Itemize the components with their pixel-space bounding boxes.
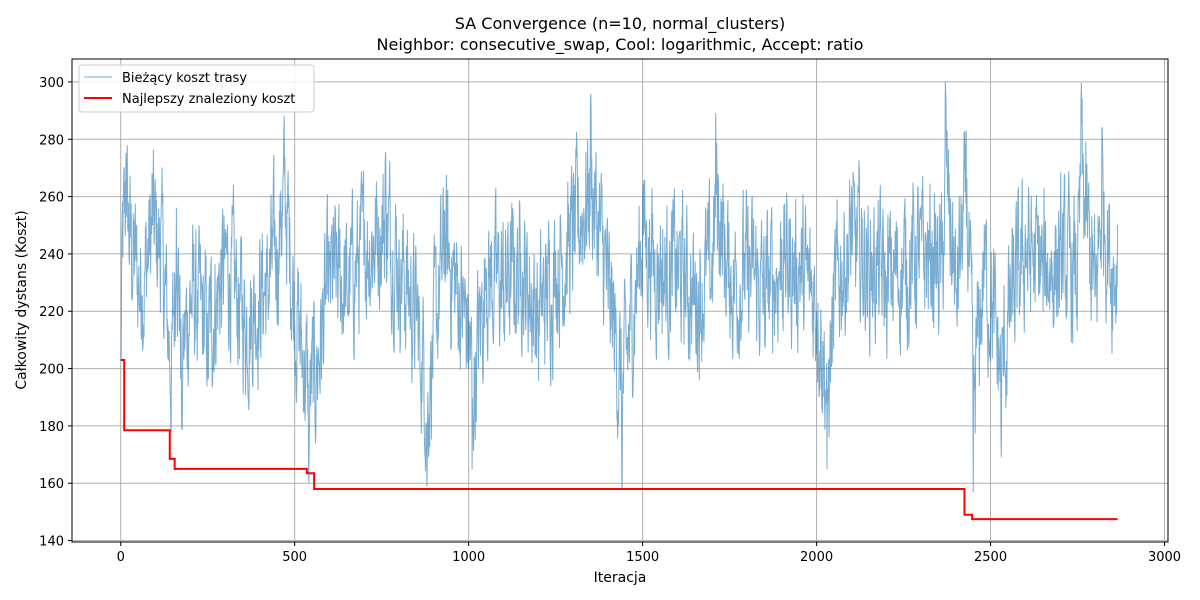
legend: Bieżący koszt trasy Najlepszy znaleziony… (78, 64, 315, 113)
x-tick-label: 2500 (974, 550, 1007, 565)
y-tick-label: 280 (39, 133, 64, 148)
x-tick-label: 0 (117, 550, 125, 565)
legend-label-best: Najlepszy znaleziony koszt (122, 92, 295, 107)
series-current-cost (120, 81, 1118, 493)
y-tick-label: 240 (39, 248, 64, 263)
legend-box (78, 64, 315, 113)
x-tick-label: 3000 (1148, 550, 1181, 565)
y-tick-label: 260 (39, 191, 64, 206)
y-tick-label: 180 (39, 420, 64, 435)
chart-subtitle: Neighbor: consecutive_swap, Cool: logari… (377, 35, 864, 55)
y-tick-label: 140 (39, 535, 64, 550)
y-tick-label: 200 (39, 363, 64, 378)
plot-frame (71, 58, 1169, 543)
x-tick-label: 2000 (800, 550, 833, 565)
x-axis-label: Iteracja (594, 570, 647, 586)
x-tick-label: 1500 (626, 550, 659, 565)
x-tick-label: 500 (282, 550, 307, 565)
series-layer (120, 81, 1118, 521)
y-axis-label: Całkowity dystans (Koszt) (14, 210, 30, 389)
chart-title: SA Convergence (n=10, normal_clusters) (455, 14, 785, 34)
ticks: 0 500 1000 1500 2000 2500 3000 140 160 180 200 220 2… (39, 76, 1181, 565)
series-best-cost (120, 358, 1118, 521)
legend-label-current: Bieżący koszt trasy (122, 71, 247, 86)
y-tick-label: 220 (39, 305, 64, 320)
x-tick-label: 1000 (452, 550, 485, 565)
y-tick-label: 160 (39, 477, 64, 492)
y-tick-label: 300 (39, 76, 64, 91)
